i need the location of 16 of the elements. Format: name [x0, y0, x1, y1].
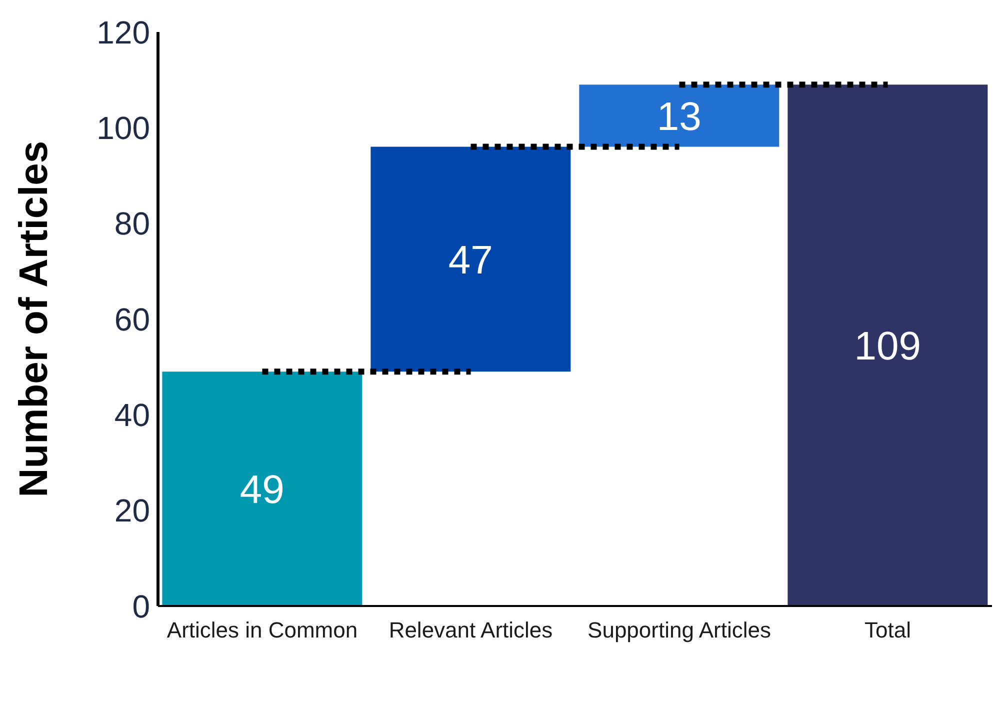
y-axis-title: Number of Articles — [12, 140, 56, 498]
y-tick-label: 0 — [132, 588, 150, 624]
y-tick-label: 120 — [96, 14, 150, 50]
data-label: 13 — [656, 94, 702, 139]
y-tick-label: 60 — [114, 301, 150, 338]
y-tick-label: 100 — [96, 110, 150, 146]
data-label: 49 — [240, 468, 284, 512]
x-tick-label: Supporting Articles — [588, 618, 771, 643]
x-tick-label: Relevant Articles — [388, 618, 553, 643]
x-tick-label: Articles in Common — [166, 618, 358, 643]
y-tick-label: 80 — [114, 206, 150, 242]
data-label: 109 — [854, 324, 922, 369]
x-tick-label: Total — [864, 618, 911, 643]
data-label: 47 — [448, 238, 493, 282]
y-tick-label: 40 — [114, 397, 150, 434]
y-tick-label: 20 — [114, 492, 150, 529]
